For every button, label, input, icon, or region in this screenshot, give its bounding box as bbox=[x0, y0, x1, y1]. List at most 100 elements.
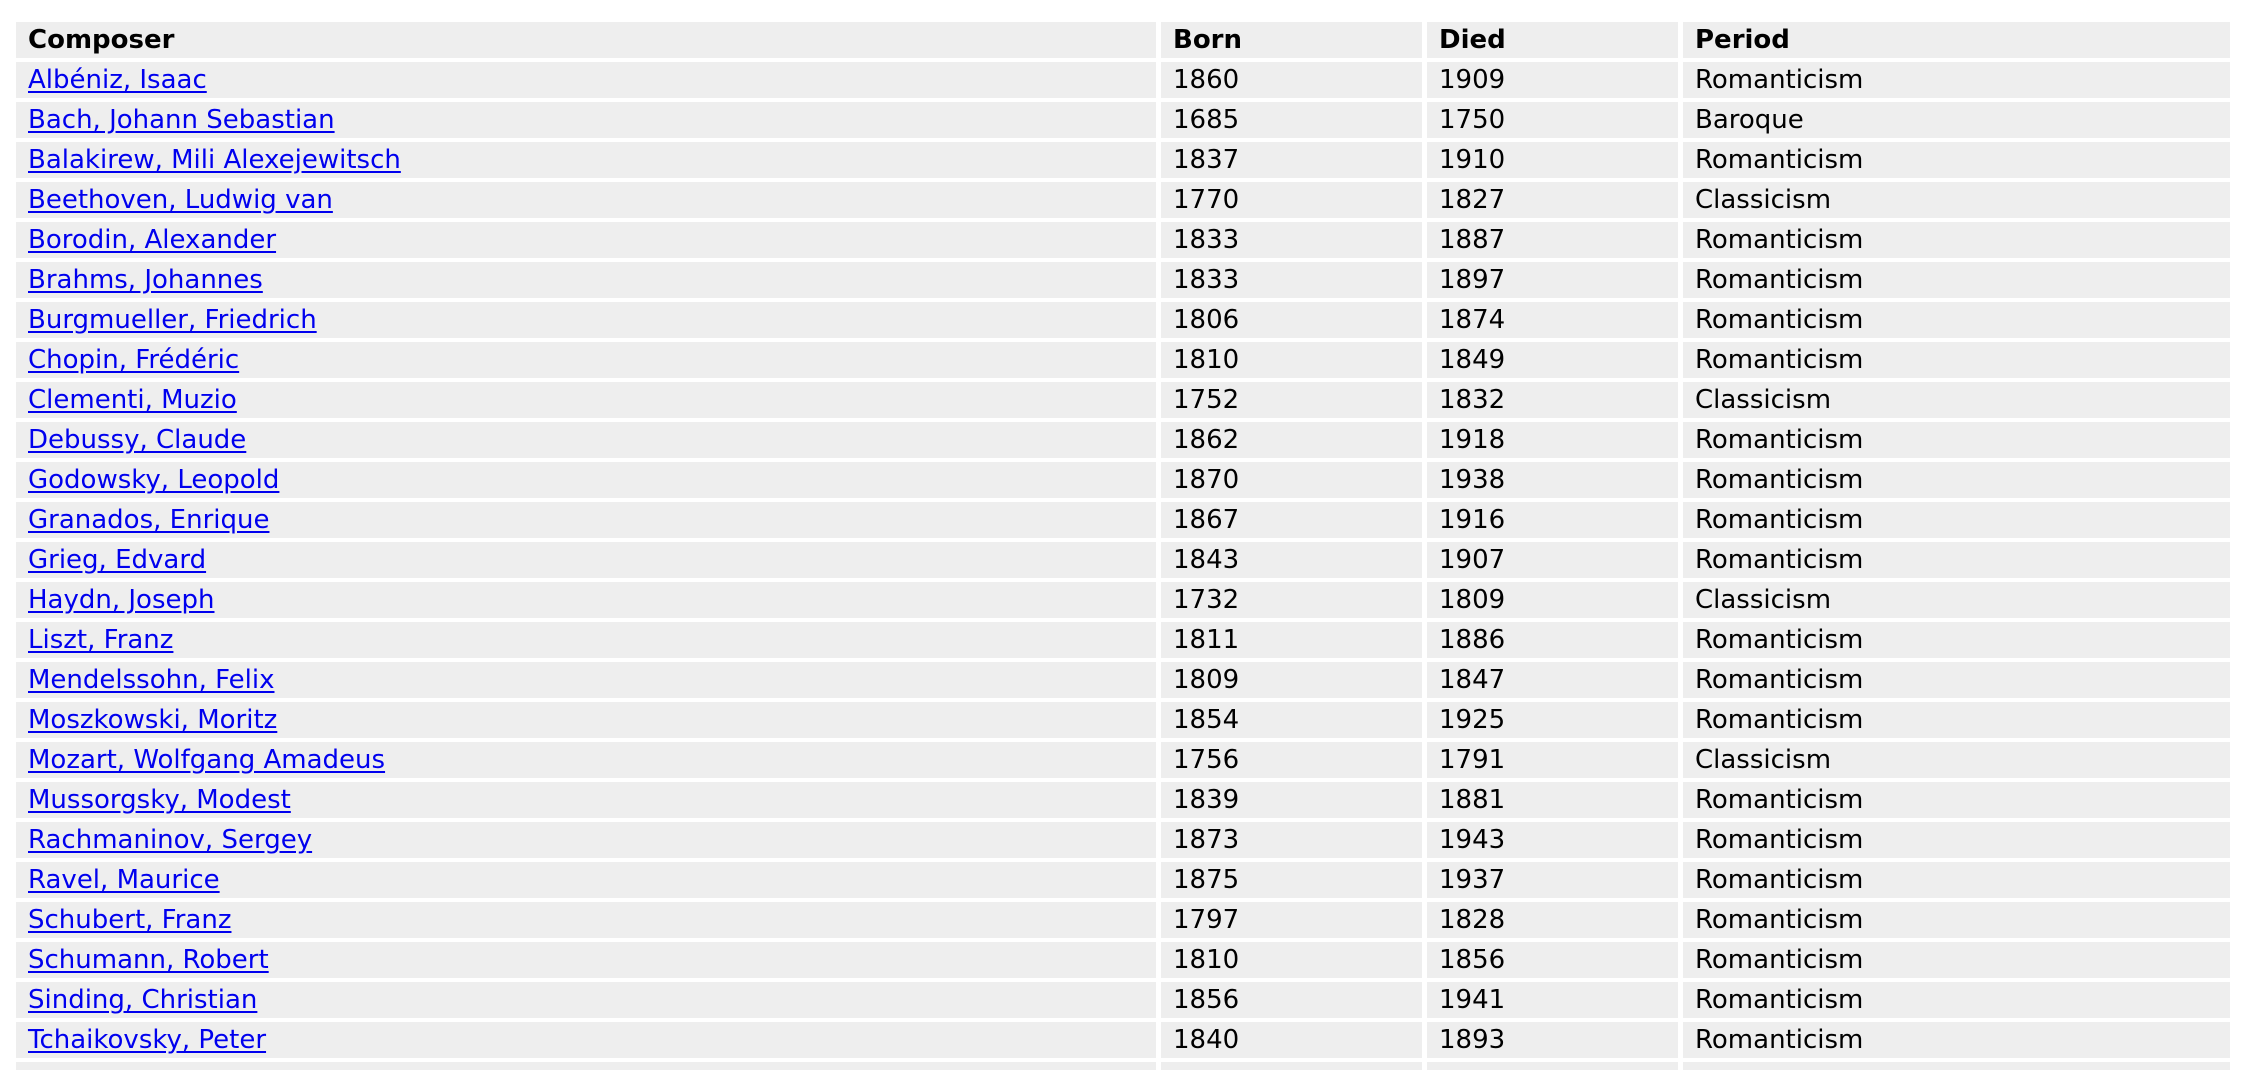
died-cell: 1918 bbox=[1427, 422, 1678, 458]
composer-link[interactable]: Bach, Johann Sebastian bbox=[28, 105, 335, 135]
composer-link[interactable]: Mussorgsky, Modest bbox=[28, 785, 291, 815]
composer-cell: Burgmueller, Friedrich bbox=[16, 302, 1156, 338]
died-cell: 1916 bbox=[1427, 502, 1678, 538]
died-cell: 1887 bbox=[1427, 222, 1678, 258]
composer-cell: Mussorgsky, Modest bbox=[16, 782, 1156, 818]
period-cell: Classicism bbox=[1683, 182, 2230, 218]
period-cell: Romanticism bbox=[1683, 942, 2230, 978]
composer-cell: Sinding, Christian bbox=[16, 982, 1156, 1018]
composer-link[interactable]: Borodin, Alexander bbox=[28, 225, 277, 255]
column-header-period: Period bbox=[1683, 22, 2230, 58]
composer-cell: Clementi, Muzio bbox=[16, 382, 1156, 418]
period-cell: Romanticism bbox=[1683, 782, 2230, 818]
table-row: Burgmueller, Friedrich 1806 1874 Romanti… bbox=[16, 302, 2230, 338]
born-cell: 1860 bbox=[1161, 62, 1422, 98]
born-cell: 1810 bbox=[1161, 942, 1422, 978]
composer-link[interactable]: Sinding, Christian bbox=[28, 985, 258, 1015]
died-cell: 1856 bbox=[1427, 942, 1678, 978]
composer-link[interactable]: Albéniz, Isaac bbox=[28, 65, 207, 95]
composer-link[interactable]: Burgmueller, Friedrich bbox=[28, 305, 317, 335]
died-cell bbox=[1427, 1062, 1678, 1070]
composer-cell: Tchaikovsky, Peter bbox=[16, 1022, 1156, 1058]
table-row: Albéniz, Isaac 1860 1909 Romanticism bbox=[16, 62, 2230, 98]
period-cell: Romanticism bbox=[1683, 142, 2230, 178]
composer-cell: Debussy, Claude bbox=[16, 422, 1156, 458]
born-cell: 1833 bbox=[1161, 222, 1422, 258]
table-row: Mozart, Wolfgang Amadeus 1756 1791 Class… bbox=[16, 742, 2230, 778]
died-cell: 1828 bbox=[1427, 902, 1678, 938]
column-header-died: Died bbox=[1427, 22, 1678, 58]
born-cell: 1840 bbox=[1161, 1022, 1422, 1058]
composer-link[interactable]: Haydn, Joseph bbox=[28, 585, 215, 615]
composer-link[interactable]: Brahms, Johannes bbox=[28, 265, 263, 295]
composer-cell: Mendelssohn, Felix bbox=[16, 662, 1156, 698]
died-cell: 1907 bbox=[1427, 542, 1678, 578]
born-cell: 1833 bbox=[1161, 262, 1422, 298]
period-cell: Classicism bbox=[1683, 742, 2230, 778]
period-cell: Romanticism bbox=[1683, 222, 2230, 258]
composer-link[interactable]: Balakirew, Mili Alexejewitsch bbox=[28, 145, 401, 175]
composer-link[interactable]: Moszkowski, Moritz bbox=[28, 705, 278, 735]
composer-link[interactable]: Rachmaninov, Sergey bbox=[28, 825, 313, 855]
composer-link[interactable]: Schubert, Franz bbox=[28, 905, 232, 935]
table-row: Liszt, Franz 1811 1886 Romanticism bbox=[16, 622, 2230, 658]
died-cell: 1925 bbox=[1427, 702, 1678, 738]
composer-cell: Moszkowski, Moritz bbox=[16, 702, 1156, 738]
composer-link[interactable]: Mozart, Wolfgang Amadeus bbox=[28, 745, 386, 775]
table-row: Mussorgsky, Modest 1839 1881 Romanticism bbox=[16, 782, 2230, 818]
died-cell: 1941 bbox=[1427, 982, 1678, 1018]
composer-link[interactable]: Beethoven, Ludwig van bbox=[28, 185, 333, 215]
composer-link[interactable]: Chopin, Frédéric bbox=[28, 345, 240, 375]
table-row: Haydn, Joseph 1732 1809 Classicism bbox=[16, 582, 2230, 618]
composer-link[interactable]: Godowsky, Leopold bbox=[28, 465, 280, 495]
table-row: Rachmaninov, Sergey 1873 1943 Romanticis… bbox=[16, 822, 2230, 858]
composer-table-container: Composer Born Died Period Albéniz, Isaac… bbox=[16, 22, 2230, 1070]
died-cell: 1937 bbox=[1427, 862, 1678, 898]
born-cell: 1770 bbox=[1161, 182, 1422, 218]
died-cell: 1893 bbox=[1427, 1022, 1678, 1058]
died-cell: 1881 bbox=[1427, 782, 1678, 818]
born-cell: 1732 bbox=[1161, 582, 1422, 618]
composer-cell: Granados, Enrique bbox=[16, 502, 1156, 538]
period-cell: Romanticism bbox=[1683, 542, 2230, 578]
table-row: Granados, Enrique 1867 1916 Romanticism bbox=[16, 502, 2230, 538]
composer-table: Composer Born Died Period Albéniz, Isaac… bbox=[16, 22, 2230, 1070]
died-cell: 1886 bbox=[1427, 622, 1678, 658]
period-cell: Romanticism bbox=[1683, 302, 2230, 338]
died-cell: 1791 bbox=[1427, 742, 1678, 778]
composer-cell: Beethoven, Ludwig van bbox=[16, 182, 1156, 218]
period-cell: Romanticism bbox=[1683, 662, 2230, 698]
born-cell: 1797 bbox=[1161, 902, 1422, 938]
composer-link[interactable]: Liszt, Franz bbox=[28, 625, 174, 655]
period-cell: Romanticism bbox=[1683, 822, 2230, 858]
table-header-row: Composer Born Died Period bbox=[16, 22, 2230, 58]
died-cell: 1910 bbox=[1427, 142, 1678, 178]
born-cell: 1875 bbox=[1161, 862, 1422, 898]
composer-link[interactable]: Clementi, Muzio bbox=[28, 385, 237, 415]
composer-link[interactable]: Schumann, Robert bbox=[28, 945, 269, 975]
born-cell: 1873 bbox=[1161, 822, 1422, 858]
composer-link[interactable]: Ravel, Maurice bbox=[28, 865, 220, 895]
composer-cell: Balakirew, Mili Alexejewitsch bbox=[16, 142, 1156, 178]
period-cell: Baroque bbox=[1683, 102, 2230, 138]
composer-cell: Godowsky, Leopold bbox=[16, 462, 1156, 498]
table-row: Moszkowski, Moritz 1854 1925 Romanticism bbox=[16, 702, 2230, 738]
table-row: Debussy, Claude 1862 1918 Romanticism bbox=[16, 422, 2230, 458]
born-cell: 1806 bbox=[1161, 302, 1422, 338]
composer-link[interactable]: Debussy, Claude bbox=[28, 425, 247, 455]
composer-cell: Haydn, Joseph bbox=[16, 582, 1156, 618]
table-row: Bach, Johann Sebastian 1685 1750 Baroque bbox=[16, 102, 2230, 138]
composer-link[interactable]: Mendelssohn, Felix bbox=[28, 665, 275, 695]
period-cell: Romanticism bbox=[1683, 622, 2230, 658]
born-cell: 1839 bbox=[1161, 782, 1422, 818]
composer-link[interactable]: Tchaikovsky, Peter bbox=[28, 1025, 267, 1055]
column-header-composer: Composer bbox=[16, 22, 1156, 58]
born-cell: 1867 bbox=[1161, 502, 1422, 538]
period-cell: Romanticism bbox=[1683, 982, 2230, 1018]
composer-link[interactable]: Grieg, Edvard bbox=[28, 545, 207, 575]
born-cell: 1685 bbox=[1161, 102, 1422, 138]
born-cell: 1809 bbox=[1161, 662, 1422, 698]
table-row: Schumann, Robert 1810 1856 Romanticism bbox=[16, 942, 2230, 978]
died-cell: 1832 bbox=[1427, 382, 1678, 418]
composer-link[interactable]: Granados, Enrique bbox=[28, 505, 270, 535]
